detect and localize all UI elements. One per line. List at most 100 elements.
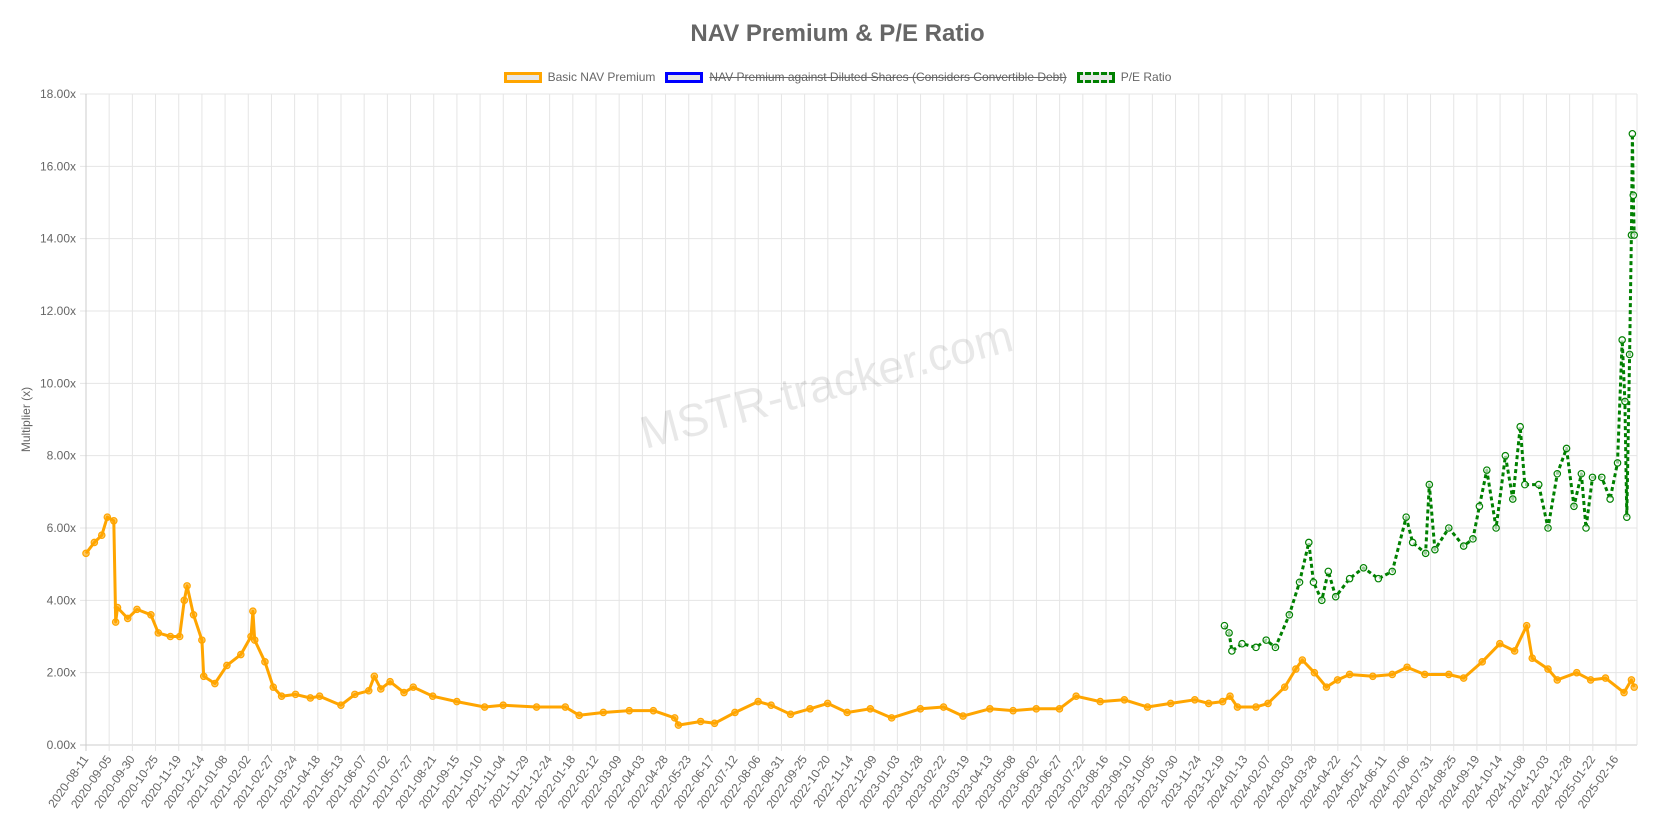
data-point bbox=[575, 711, 584, 720]
legend-swatch-green-dashed bbox=[1076, 71, 1115, 83]
data-point bbox=[1309, 578, 1318, 587]
data-point bbox=[223, 661, 231, 670]
data-point bbox=[1508, 495, 1517, 503]
data-point bbox=[710, 719, 719, 728]
data-point bbox=[1345, 574, 1354, 583]
data-point bbox=[1492, 524, 1500, 532]
data-point bbox=[183, 582, 191, 590]
data-point bbox=[1166, 699, 1175, 708]
legend-label: P/E Ratio bbox=[1120, 70, 1172, 84]
data-point bbox=[103, 513, 112, 521]
data-point bbox=[1628, 129, 1637, 138]
data-point bbox=[1262, 636, 1270, 644]
y-tick-label: 2.00x bbox=[47, 666, 76, 680]
data-point bbox=[1544, 665, 1552, 673]
data-point bbox=[1204, 699, 1213, 708]
data-point bbox=[211, 679, 219, 688]
data-point bbox=[1388, 567, 1397, 576]
data-point bbox=[1431, 545, 1439, 554]
data-point bbox=[1368, 672, 1377, 681]
data-point bbox=[1345, 670, 1354, 679]
data-point bbox=[1252, 703, 1260, 711]
data-point bbox=[986, 705, 994, 713]
data-point bbox=[1264, 699, 1272, 708]
data-point bbox=[1627, 676, 1636, 684]
legend-swatch-blue bbox=[665, 71, 704, 83]
data-point bbox=[1143, 703, 1152, 711]
data-point bbox=[731, 708, 739, 717]
watermark: MSTR-tracker.com bbox=[634, 309, 1018, 458]
series-0 bbox=[82, 513, 1639, 729]
data-point bbox=[1478, 658, 1486, 666]
y-tick-label: 6.00x bbox=[47, 521, 76, 535]
legend: Basic NAV Premium NAV Premium against Di… bbox=[0, 70, 1675, 84]
data-point bbox=[959, 712, 967, 720]
data-point bbox=[409, 683, 418, 691]
legend-item-pe-ratio[interactable]: P/E Ratio bbox=[1076, 70, 1172, 84]
data-point bbox=[337, 701, 345, 710]
data-point bbox=[599, 708, 608, 717]
data-point bbox=[939, 703, 948, 711]
data-point bbox=[1516, 422, 1524, 431]
data-point bbox=[806, 705, 814, 713]
data-point bbox=[1625, 350, 1634, 359]
series-line bbox=[84, 515, 1636, 727]
data-point bbox=[1317, 596, 1326, 605]
data-point bbox=[110, 516, 118, 525]
legend-swatch-orange bbox=[503, 71, 542, 83]
legend-item-diluted-nav-premium[interactable]: NAV Premium against Diluted Shares (Cons… bbox=[665, 70, 1067, 84]
data-point bbox=[480, 703, 489, 711]
data-point bbox=[767, 701, 775, 710]
data-point bbox=[306, 694, 315, 702]
y-tick-label: 18.00x bbox=[40, 87, 76, 101]
data-point bbox=[1469, 535, 1477, 543]
data-point bbox=[1220, 621, 1229, 630]
data-point bbox=[1630, 683, 1639, 691]
data-point bbox=[291, 690, 300, 699]
data-point bbox=[696, 717, 705, 726]
data-point bbox=[1501, 451, 1510, 460]
data-point bbox=[1359, 563, 1368, 572]
data-point bbox=[1298, 656, 1307, 664]
y-tick-label: 4.00x bbox=[47, 593, 76, 607]
data-point bbox=[1096, 697, 1105, 706]
y-tick-label: 16.00x bbox=[40, 159, 76, 173]
data-point bbox=[1295, 578, 1304, 587]
data-point bbox=[1553, 469, 1562, 478]
data-point bbox=[1445, 524, 1453, 532]
data-point bbox=[1534, 480, 1543, 489]
data-point bbox=[1333, 676, 1342, 684]
data-point bbox=[1544, 524, 1552, 532]
data-point bbox=[180, 596, 189, 605]
data-point bbox=[111, 618, 120, 626]
data-point bbox=[532, 703, 541, 711]
data-point bbox=[561, 703, 570, 711]
data-point bbox=[453, 697, 461, 706]
data-point bbox=[1621, 397, 1629, 406]
data-point bbox=[199, 672, 208, 681]
data-point bbox=[1483, 466, 1491, 474]
data-point bbox=[1562, 444, 1571, 453]
data-point bbox=[377, 685, 385, 693]
legend-label: Basic NAV Premium bbox=[547, 70, 656, 84]
data-point bbox=[1331, 592, 1340, 601]
y-axis-title: Multiplier (x) bbox=[19, 387, 33, 452]
data-point bbox=[1032, 705, 1041, 713]
data-point bbox=[887, 714, 896, 722]
data-point bbox=[250, 636, 259, 644]
data-point bbox=[428, 692, 437, 700]
data-point bbox=[1055, 705, 1064, 713]
data-point bbox=[175, 632, 184, 641]
data-point bbox=[1009, 706, 1017, 715]
data-point bbox=[916, 705, 925, 713]
data-point bbox=[1238, 639, 1246, 648]
data-point bbox=[1228, 647, 1236, 655]
data-point bbox=[277, 692, 286, 700]
data-point bbox=[1620, 688, 1628, 697]
data-point bbox=[674, 721, 683, 729]
legend-item-basic-nav-premium[interactable]: Basic NAV Premium bbox=[503, 70, 656, 84]
data-point bbox=[1630, 231, 1639, 239]
data-point bbox=[843, 708, 851, 717]
data-point bbox=[1425, 480, 1434, 489]
